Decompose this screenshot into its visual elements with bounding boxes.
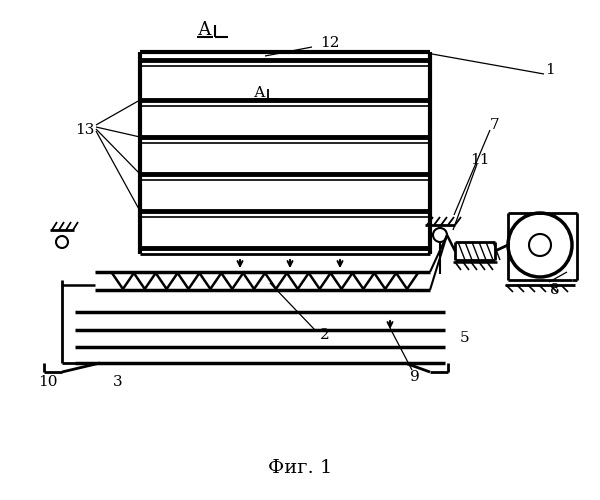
Text: 8: 8 bbox=[550, 283, 560, 297]
Circle shape bbox=[433, 228, 447, 242]
Text: 3: 3 bbox=[113, 375, 123, 389]
Text: 1: 1 bbox=[545, 63, 555, 77]
Text: 5: 5 bbox=[460, 331, 470, 345]
Text: 10: 10 bbox=[38, 375, 58, 389]
Circle shape bbox=[508, 213, 572, 277]
Text: 7: 7 bbox=[490, 118, 500, 132]
Text: А: А bbox=[198, 21, 212, 39]
Text: А: А bbox=[254, 86, 266, 100]
Text: 13: 13 bbox=[76, 123, 95, 137]
Text: Фиг. 1: Фиг. 1 bbox=[268, 459, 332, 477]
Circle shape bbox=[529, 234, 551, 256]
Text: 9: 9 bbox=[410, 370, 420, 384]
Text: 11: 11 bbox=[470, 153, 490, 167]
Circle shape bbox=[56, 236, 68, 248]
Text: 12: 12 bbox=[320, 36, 340, 50]
Text: 2: 2 bbox=[320, 328, 330, 342]
